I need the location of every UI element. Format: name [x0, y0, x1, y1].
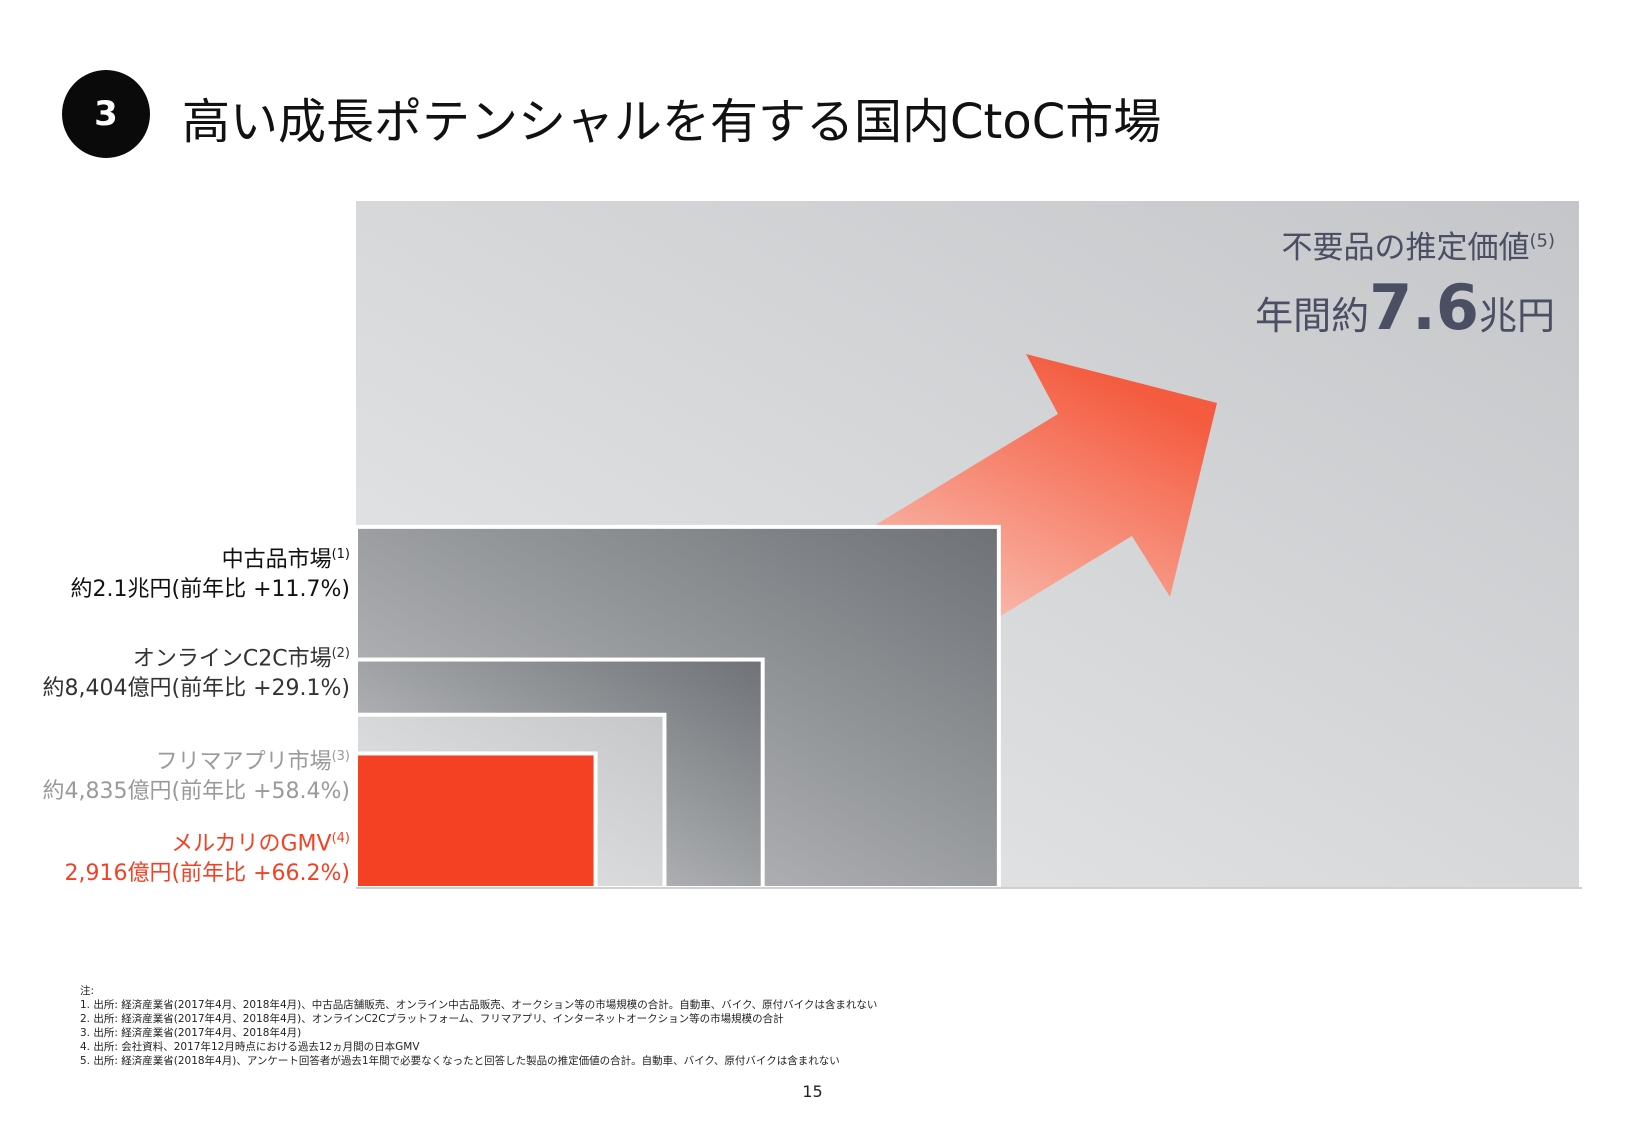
callout-prefix: 年間約	[1255, 294, 1370, 338]
footnote-2: 2. 出所: 経済産業省(2017年4月、2018年4月)、オンラインC2Cプラ…	[80, 1013, 784, 1025]
page-number: 15	[802, 1082, 823, 1101]
page-title: 高い成長ポテンシャルを有する国内CtoC市場	[182, 94, 1162, 150]
label-flea-market-name: フリマアプリ市場	[155, 749, 332, 775]
label-mercari-gmv: メルカリのGMV(4) 2,916億円(前年比 +66.2%)	[65, 824, 350, 889]
section-number: 3	[94, 94, 118, 134]
callout-number: 7.6	[1369, 271, 1479, 344]
label-mercari-name: メルカリのGMV	[171, 831, 332, 857]
label-flea-market-value: 約4,835億円(前年比 +58.4%)	[42, 779, 350, 805]
footnotes: 注: 1. 出所: 経済産業省(2017年4月、2018年4月)、中古品店舗販売…	[80, 984, 877, 1068]
footnote-1: 1. 出所: 経済産業省(2017年4月、2018年4月)、中古品店舗販売、オン…	[80, 999, 878, 1011]
label-online-c2c-value: 約8,404億円(前年比 +29.1%)	[42, 676, 350, 702]
callout-note: (5)	[1529, 230, 1556, 252]
label-online-c2c-name: オンラインC2C市場	[132, 646, 332, 672]
label-flea-market: フリマアプリ市場(3) 約4,835億円(前年比 +58.4%)	[43, 742, 350, 807]
footnote-3: 3. 出所: 経済産業省(2017年4月、2018年4月)	[80, 1027, 302, 1039]
footnote-4: 4. 出所: 会社資料、2017年12月時点における過去12ヵ月間の日本GMV	[80, 1041, 420, 1053]
footnote-5: 5. 出所: 経済産業省(2018年4月)、アンケート回答者が過去1年間で必要な…	[80, 1055, 840, 1067]
footnotes-heading: 注:	[80, 985, 95, 997]
label-mercari-value: 2,916億円(前年比 +66.2%)	[64, 861, 350, 887]
label-online-c2c: オンラインC2C市場(2) 約8,404億円(前年比 +29.1%)	[43, 639, 350, 704]
callout-value: 年間約7.6兆円	[1255, 271, 1555, 344]
label-used-goods-value: 約2.1兆円(前年比 +11.7%)	[70, 577, 350, 603]
section-number-badge: 3	[62, 70, 150, 158]
label-used-goods: 中古品市場(1) 約2.1兆円(前年比 +11.7%)	[71, 540, 350, 605]
label-used-goods-name: 中古品市場	[221, 547, 332, 573]
mercari-gmv-area	[354, 751, 598, 890]
callout-label: 不要品の推定価値(5)	[1281, 230, 1556, 266]
callout-unit: 兆円	[1478, 294, 1555, 338]
unneeded-goods-callout: 不要品の推定価値(5) 年間約7.6兆円	[1255, 222, 1555, 344]
